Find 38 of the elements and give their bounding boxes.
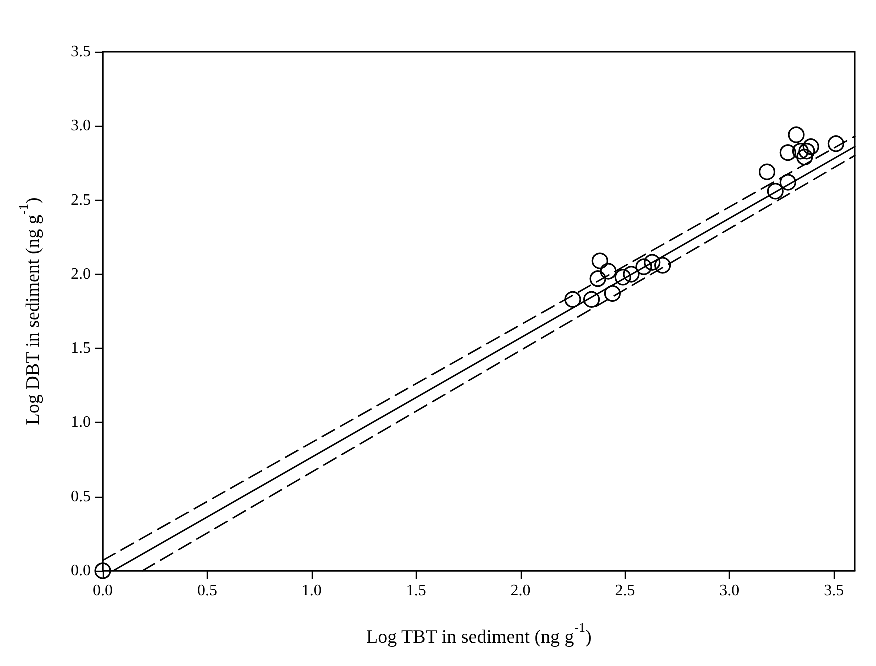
point [592,252,608,270]
y-tick-label: 2.5 [71,192,91,209]
x-tick-label: 2.0 [510,582,531,600]
point [798,143,816,160]
point [788,126,805,144]
x-tick-label: 0.0 [93,582,113,600]
point [802,138,820,156]
x-tick-label: 1.5 [406,582,426,600]
x-tick-label: 3.5 [824,582,844,600]
point [758,164,776,180]
point [584,291,600,308]
point [636,258,652,276]
point [590,270,606,288]
point [828,136,844,152]
point [767,183,784,200]
x-tick-label: 3.0 [720,582,740,600]
y-tick-label: 1.0 [71,414,91,432]
point [654,257,672,274]
point [623,266,640,283]
x-tick-label: 1.0 [302,582,322,600]
point [780,174,796,191]
y-tick-label: 1.5 [71,340,91,358]
y-tick-label: 3.0 [71,118,91,135]
point [796,148,814,166]
point [792,143,809,160]
y-axis-title: Log DBT in sediment (ng g-1) [16,198,44,426]
point [644,254,661,271]
point [564,291,582,308]
x-tick-label: 0.5 [197,582,218,600]
y-tick-label: 0.0 [71,562,91,580]
x-tick-label: 2.5 [615,582,636,600]
point [780,144,796,162]
point [614,269,632,286]
point [604,285,621,302]
y-tick-label: 3.5 [71,44,91,60]
y-tick-label: 0.5 [71,488,91,506]
point [600,263,617,280]
y-tick-label: 2.0 [71,266,91,283]
